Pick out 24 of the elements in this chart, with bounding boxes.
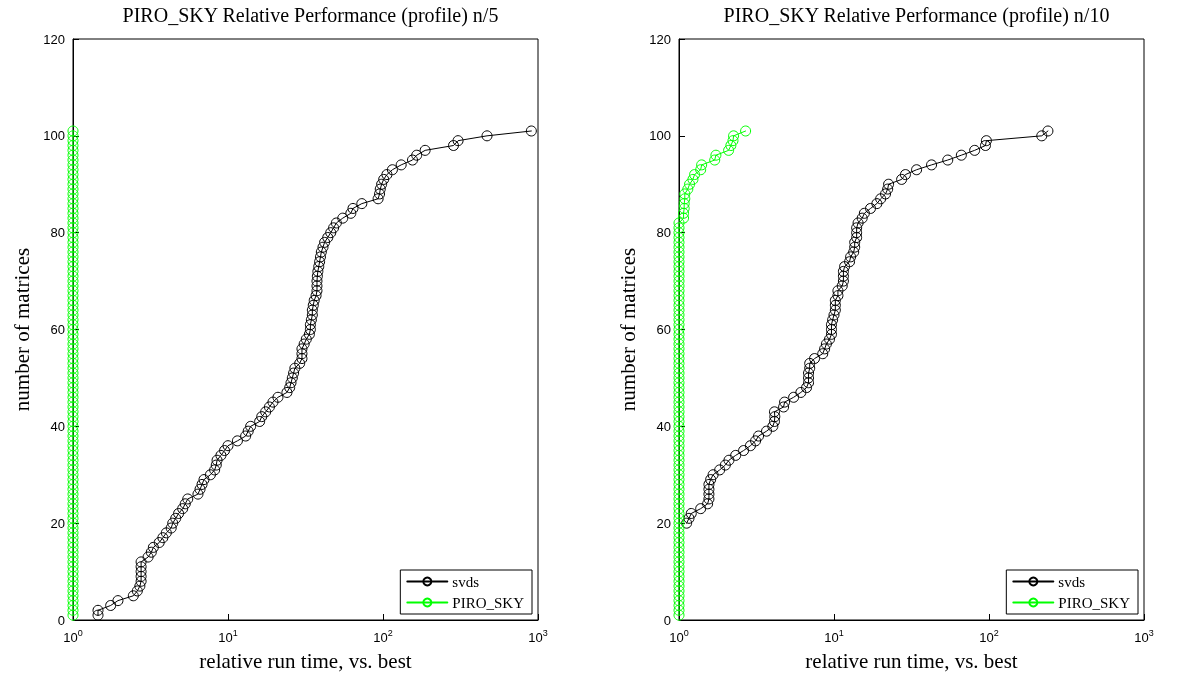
y-tick-label: 60 (656, 322, 671, 337)
y-tick-label: 120 (43, 31, 65, 47)
legend-label: PIRO_SKY (452, 594, 525, 611)
y-tick-label: 120 (649, 31, 671, 47)
x-axis-title: relative run time, vs. best (199, 648, 412, 673)
y-tick-label: 40 (50, 418, 65, 434)
y-axis-title: number of matrices (615, 247, 640, 412)
x-axis-title: relative run time, vs. best (805, 648, 1018, 673)
y-tick-label: 100 (649, 128, 671, 144)
y-tick-label: 60 (50, 322, 65, 337)
y-tick-label: 20 (50, 515, 65, 531)
legend-label: svds (452, 573, 480, 590)
y-tick-label: 80 (656, 225, 671, 241)
y-tick-label: 80 (50, 225, 65, 241)
y-tick-label: 40 (656, 418, 671, 434)
chart-title: PIRO_SKY Relative Performance (profile) n/5 (122, 4, 499, 27)
legend-label: svds (1058, 573, 1086, 590)
y-tick-label: 20 (656, 515, 671, 531)
legend-label: PIRO_SKY (1058, 594, 1131, 611)
y-tick-label: 100 (43, 128, 65, 144)
y-axis-title: number of matrices (9, 247, 34, 412)
chart-title: PIRO_SKY Relative Performance (profile) n/10 (723, 4, 1110, 27)
y-tick-label: 0 (57, 612, 65, 628)
y-tick-label: 0 (663, 612, 671, 628)
